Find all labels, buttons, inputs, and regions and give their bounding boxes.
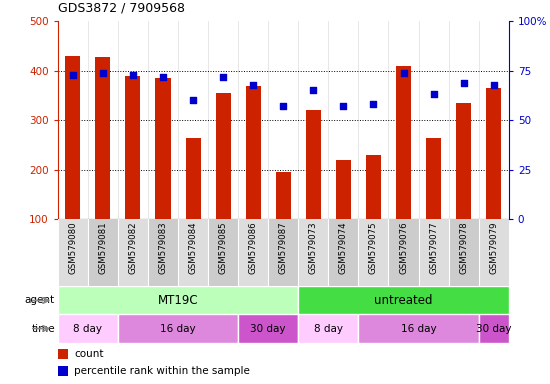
Bar: [298, 314, 359, 343]
Text: agent: agent: [25, 295, 55, 306]
Point: [309, 88, 318, 94]
Bar: [58, 349, 68, 359]
Text: GSM579084: GSM579084: [189, 221, 197, 274]
Text: GSM579087: GSM579087: [279, 221, 288, 274]
Bar: [58, 286, 298, 314]
Point: [339, 103, 348, 109]
Bar: [246, 86, 261, 219]
Text: GSM579080: GSM579080: [68, 221, 78, 274]
Bar: [478, 219, 509, 286]
Text: GSM579086: GSM579086: [249, 221, 258, 274]
Bar: [449, 219, 478, 286]
Bar: [148, 219, 178, 286]
Point: [429, 91, 438, 98]
Text: GSM579079: GSM579079: [489, 221, 498, 274]
Text: GSM579078: GSM579078: [459, 221, 468, 274]
Text: GSM579074: GSM579074: [339, 221, 348, 274]
Bar: [486, 88, 501, 219]
Text: time: time: [31, 323, 55, 334]
Text: GSM579073: GSM579073: [309, 221, 318, 274]
Bar: [336, 160, 351, 219]
Bar: [298, 286, 509, 314]
Bar: [125, 76, 140, 219]
Bar: [426, 137, 441, 219]
Text: MT19C: MT19C: [158, 294, 199, 307]
Point: [399, 70, 408, 76]
Bar: [178, 219, 208, 286]
Bar: [478, 314, 509, 343]
Bar: [456, 103, 471, 219]
Text: 8 day: 8 day: [73, 323, 102, 334]
Point: [68, 71, 77, 78]
Text: GSM579083: GSM579083: [158, 221, 168, 274]
Point: [189, 97, 197, 103]
Point: [459, 79, 468, 86]
Text: GSM579082: GSM579082: [128, 221, 138, 274]
Point: [249, 81, 257, 88]
Text: 16 day: 16 day: [401, 323, 436, 334]
Text: GSM579077: GSM579077: [429, 221, 438, 274]
Bar: [238, 314, 298, 343]
Bar: [396, 66, 411, 219]
Point: [129, 71, 138, 78]
Text: 30 day: 30 day: [476, 323, 512, 334]
Bar: [208, 219, 238, 286]
Bar: [359, 219, 388, 286]
Point: [158, 73, 167, 79]
Bar: [306, 110, 321, 219]
Bar: [359, 314, 478, 343]
Bar: [366, 155, 381, 219]
Point: [219, 73, 228, 79]
Bar: [238, 219, 268, 286]
Bar: [95, 57, 111, 219]
Text: GSM579075: GSM579075: [369, 221, 378, 274]
Bar: [185, 137, 201, 219]
Bar: [65, 56, 80, 219]
Bar: [156, 78, 170, 219]
Bar: [118, 314, 238, 343]
Text: untreated: untreated: [374, 294, 433, 307]
Point: [98, 70, 107, 76]
Bar: [118, 219, 148, 286]
Bar: [298, 219, 328, 286]
Bar: [419, 219, 449, 286]
Bar: [58, 219, 88, 286]
Bar: [276, 172, 291, 219]
Bar: [58, 314, 118, 343]
Text: GDS3872 / 7909568: GDS3872 / 7909568: [58, 1, 185, 14]
Point: [279, 103, 288, 109]
Bar: [328, 219, 359, 286]
Text: percentile rank within the sample: percentile rank within the sample: [74, 366, 250, 376]
Text: GSM579085: GSM579085: [218, 221, 228, 274]
Point: [490, 81, 498, 88]
Bar: [216, 93, 230, 219]
Point: [369, 101, 378, 108]
Bar: [268, 219, 298, 286]
Bar: [388, 219, 419, 286]
Bar: [58, 366, 68, 376]
Text: GSM579081: GSM579081: [98, 221, 107, 274]
Text: GSM579076: GSM579076: [399, 221, 408, 274]
Text: count: count: [74, 349, 104, 359]
Bar: [88, 219, 118, 286]
Text: 16 day: 16 day: [160, 323, 196, 334]
Text: 8 day: 8 day: [314, 323, 343, 334]
Text: 30 day: 30 day: [250, 323, 286, 334]
